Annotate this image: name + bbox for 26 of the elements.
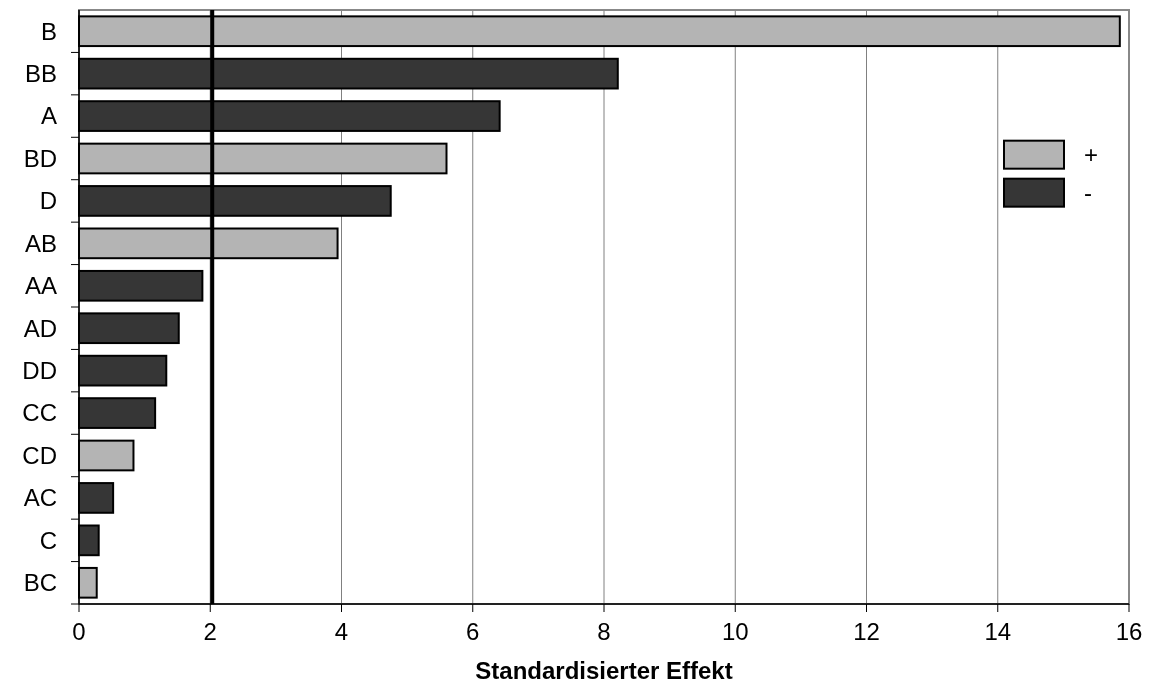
- y-tick-label: DD: [22, 357, 57, 385]
- x-tick-label: 2: [203, 618, 217, 645]
- y-tick-label: BC: [23, 569, 57, 597]
- y-tick-label: D: [39, 187, 57, 215]
- x-tick-label: 14: [984, 618, 1012, 645]
- x-tick-label: 8: [597, 618, 611, 645]
- legend-label: +: [1084, 141, 1099, 169]
- x-tick-label: 16: [1115, 618, 1143, 645]
- x-tick-label: 12: [853, 618, 880, 645]
- x-tick-label: 4: [334, 618, 349, 645]
- y-tick-label: BB: [24, 60, 57, 88]
- y-tick-label: B: [40, 17, 57, 45]
- y-tick-label: AC: [23, 484, 57, 512]
- y-tick-label: A: [40, 102, 57, 130]
- y-tick-label: C: [39, 526, 57, 554]
- x-tick-label: 10: [721, 618, 749, 645]
- y-tick-label: BD: [23, 144, 57, 172]
- y-tick-label: CD: [22, 441, 57, 469]
- x-tick-label: 0: [72, 618, 86, 645]
- y-tick-label: AB: [24, 229, 57, 257]
- x-axis-title: Standardisierter Effekt: [475, 657, 733, 684]
- y-tick-label: CC: [22, 399, 57, 427]
- y-tick-label: AD: [23, 314, 57, 342]
- legend-label: -: [1084, 179, 1092, 207]
- x-tick-label: 6: [466, 618, 480, 645]
- y-tick-label: AA: [24, 272, 57, 300]
